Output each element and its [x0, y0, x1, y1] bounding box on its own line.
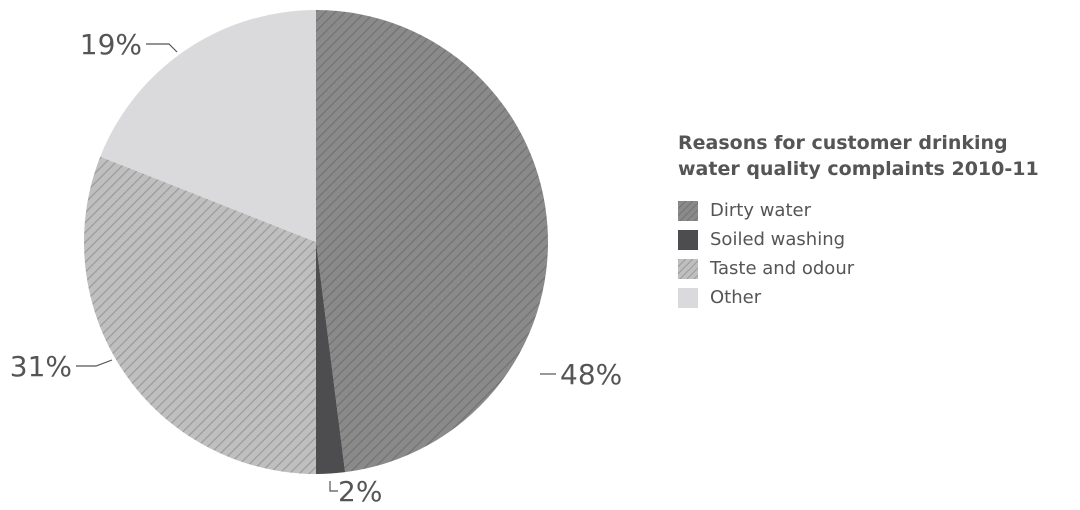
- legend-item-dirty-water: Dirty water: [678, 196, 1078, 225]
- pie-slice-dirty-water: [316, 10, 548, 473]
- pie-slices: [84, 10, 548, 474]
- pie-slice-soiled-washing: [316, 242, 346, 474]
- legend-swatch-other: [678, 287, 698, 308]
- chart-title-line-2: water quality complaints 2010-11: [678, 158, 1039, 180]
- legend-swatch-soiled-washing: [678, 229, 698, 250]
- legend-label-taste-and-odour: Taste and odour: [710, 258, 855, 279]
- legend: Reasons for customer drinking water qual…: [678, 130, 1078, 312]
- leader-line-soiled-washing: [329, 481, 338, 492]
- chart-title: Reasons for customer drinking water qual…: [678, 130, 1078, 182]
- slice-label-dirty-water: 48%: [560, 358, 622, 391]
- legend-item-other: Other: [678, 283, 1078, 312]
- pie-slice-taste-and-odour: [84, 156, 316, 474]
- legend-swatch-taste-and-odour: [678, 258, 698, 279]
- legend-label-dirty-water: Dirty water: [710, 200, 811, 221]
- pie-labels: 48% 2% 31% 19%: [10, 28, 622, 508]
- slice-label-taste-and-odour: 31%: [10, 350, 72, 383]
- legend-label-other: Other: [710, 287, 762, 308]
- leader-line-taste-and-odour: [76, 359, 113, 367]
- chart-title-line-1: Reasons for customer drinking: [678, 132, 1008, 154]
- legend-swatch-dirty-water: [678, 200, 698, 221]
- slice-label-soiled-washing: 2%: [338, 475, 382, 508]
- pie-slice-other: [100, 10, 316, 242]
- pie-chart: 48% 2% 31% 19%: [10, 10, 622, 508]
- leader-line-other: [146, 43, 178, 53]
- slice-label-other: 19%: [80, 28, 142, 61]
- legend-label-soiled-washing: Soiled washing: [710, 229, 846, 250]
- legend-item-taste-and-odour: Taste and odour: [678, 254, 1078, 283]
- legend-item-soiled-washing: Soiled washing: [678, 225, 1078, 254]
